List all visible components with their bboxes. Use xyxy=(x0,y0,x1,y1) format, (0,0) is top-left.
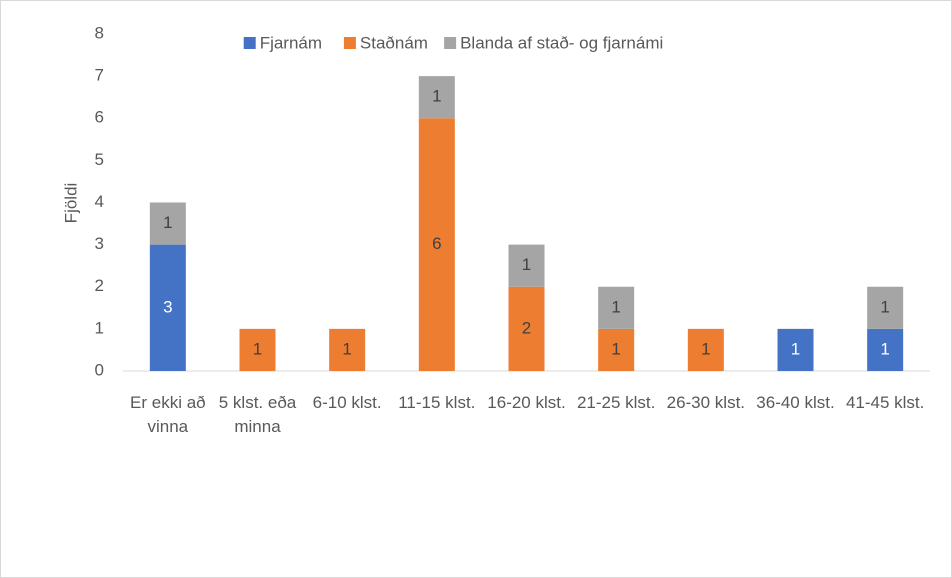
x-tick-label: 11-15 klst. xyxy=(398,393,476,412)
x-tick-label: 41-45 klst. xyxy=(845,393,925,412)
y-tick-label: 4 xyxy=(95,192,104,211)
x-tick-label: 16-20 klst. xyxy=(487,393,566,412)
bar-segment xyxy=(687,328,724,371)
legend-label: Fjarnám xyxy=(260,33,322,52)
data-label: 1 xyxy=(611,339,620,358)
bar-segment xyxy=(598,328,635,371)
y-tick-label: 1 xyxy=(95,318,104,337)
data-label: 6 xyxy=(432,234,441,253)
y-tick-label: 6 xyxy=(95,108,104,127)
y-tick-label: 5 xyxy=(95,150,104,169)
data-label: 1 xyxy=(880,297,889,316)
data-label: 1 xyxy=(522,255,531,274)
y-tick-label: 2 xyxy=(95,276,104,295)
x-tick-label: 6-10 klst. xyxy=(312,393,382,412)
legend-swatch xyxy=(343,37,356,49)
legend-swatch xyxy=(444,37,457,49)
x-tick-label: Er ekki að vinna xyxy=(130,393,206,436)
bar-segment xyxy=(508,286,545,371)
bar-segment xyxy=(329,328,366,371)
bar-segment xyxy=(149,244,186,371)
bar-segment xyxy=(418,118,455,371)
y-axis-label: Fjöldi xyxy=(61,183,80,224)
bar-segment xyxy=(777,328,814,371)
bar-segment xyxy=(867,328,904,371)
x-tick-label: 5 klst. eða minna xyxy=(218,393,297,436)
bar-segment xyxy=(598,286,635,329)
y-tick-label: 3 xyxy=(95,234,104,253)
y-tick-label: 8 xyxy=(95,23,104,42)
data-label: 1 xyxy=(253,339,262,358)
bar-segment xyxy=(239,328,276,371)
data-label: 1 xyxy=(432,87,441,106)
x-tick-label: 26-30 klst. xyxy=(666,393,746,412)
data-label: 1 xyxy=(342,339,351,358)
data-label: 1 xyxy=(163,213,172,232)
bar-segment xyxy=(508,244,545,287)
x-tick-label: 21-25 klst. xyxy=(576,393,656,412)
legend-label: Blanda af stað- og fjarnámi xyxy=(460,33,663,52)
data-label: 1 xyxy=(701,339,710,358)
bar-segment xyxy=(867,286,904,329)
data-label: 1 xyxy=(611,297,620,316)
y-tick-label: 0 xyxy=(95,360,104,379)
data-label: 1 xyxy=(880,339,889,358)
data-label: 3 xyxy=(163,297,172,316)
x-tick-label: 36-40 klst. xyxy=(756,393,835,412)
bar-segment xyxy=(149,202,186,245)
legend-label: Staðnám xyxy=(360,33,428,52)
y-tick-label: 7 xyxy=(95,66,104,85)
data-label: 2 xyxy=(522,318,531,337)
legend-swatch xyxy=(243,37,256,49)
bar-segment xyxy=(418,76,455,119)
data-label: 1 xyxy=(791,339,800,358)
